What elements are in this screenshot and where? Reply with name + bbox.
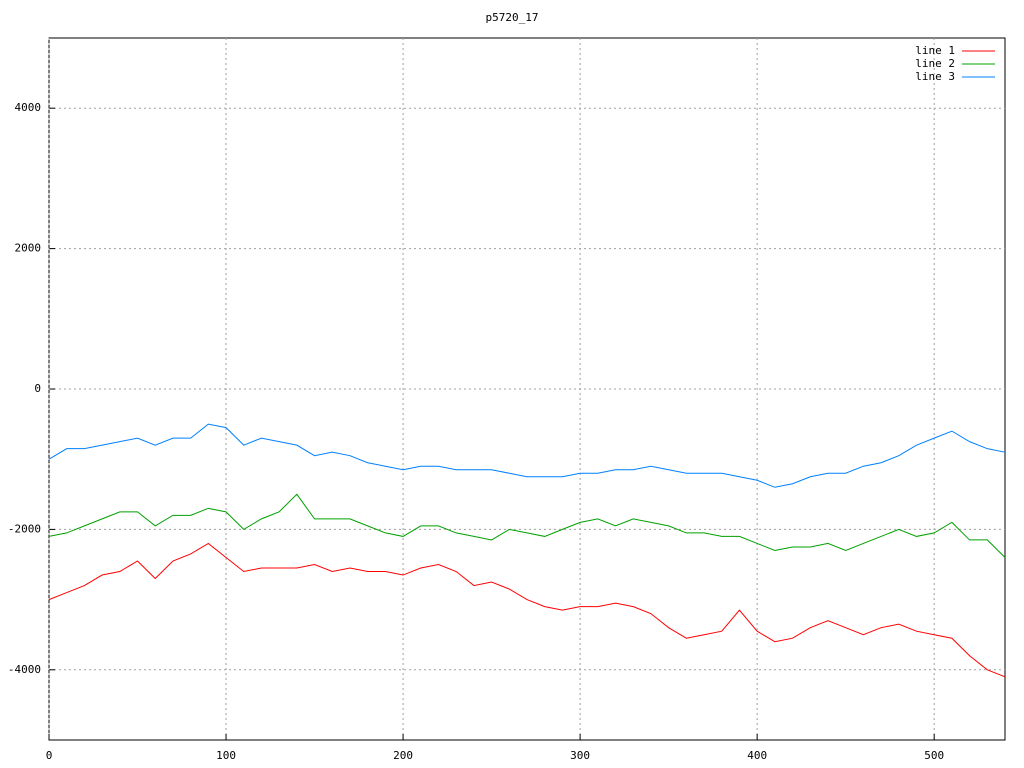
y-tick-label: 4000 <box>15 101 42 114</box>
y-tick-label: 0 <box>34 382 41 395</box>
x-tick-label: 300 <box>570 749 590 762</box>
chart-title: p5720_17 <box>486 11 539 24</box>
y-tick-label: -2000 <box>8 522 41 535</box>
x-tick-label: 100 <box>216 749 236 762</box>
legend-label: line 1 <box>915 44 955 57</box>
x-tick-label: 0 <box>46 749 53 762</box>
plot-frame <box>48 37 1006 741</box>
x-tick-label: 500 <box>924 749 944 762</box>
data-line <box>48 542 1006 678</box>
legend-label: line 3 <box>915 70 955 83</box>
data-line <box>48 423 1006 488</box>
y-tick-label: -4000 <box>8 663 41 676</box>
x-tick-label: 200 <box>393 749 413 762</box>
y-tick-label: 2000 <box>15 242 42 255</box>
legend-label: line 2 <box>915 57 955 70</box>
x-tick-label: 400 <box>747 749 767 762</box>
data-line <box>48 493 1006 558</box>
